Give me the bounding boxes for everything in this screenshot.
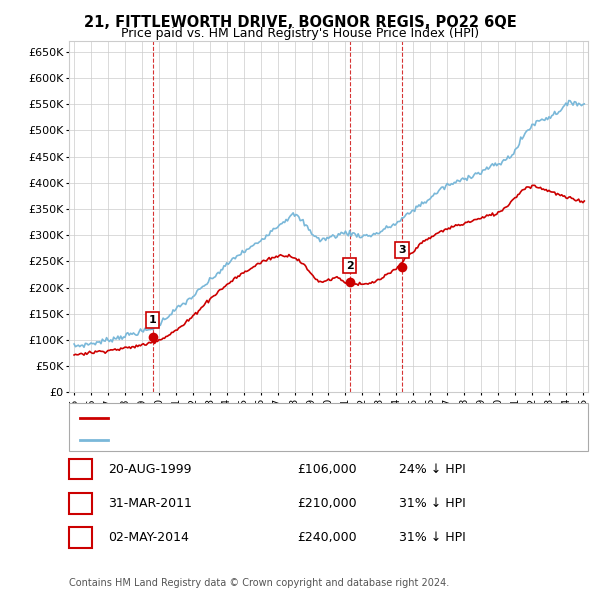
Text: 24% ↓ HPI: 24% ↓ HPI bbox=[399, 463, 466, 476]
Text: 1: 1 bbox=[149, 315, 157, 325]
Text: £106,000: £106,000 bbox=[297, 463, 356, 476]
Text: 21, FITTLEWORTH DRIVE, BOGNOR REGIS, PO22 6QE (detached house): 21, FITTLEWORTH DRIVE, BOGNOR REGIS, PO2… bbox=[117, 413, 512, 422]
Text: 2: 2 bbox=[76, 497, 85, 510]
Text: HPI: Average price, detached house, Arun: HPI: Average price, detached house, Arun bbox=[117, 435, 350, 444]
Text: 20-AUG-1999: 20-AUG-1999 bbox=[108, 463, 191, 476]
Text: 3: 3 bbox=[76, 531, 85, 544]
Text: 3: 3 bbox=[398, 245, 406, 255]
Text: Price paid vs. HM Land Registry's House Price Index (HPI): Price paid vs. HM Land Registry's House … bbox=[121, 27, 479, 40]
Text: 31-MAR-2011: 31-MAR-2011 bbox=[108, 497, 192, 510]
Text: 31% ↓ HPI: 31% ↓ HPI bbox=[399, 497, 466, 510]
Text: 21, FITTLEWORTH DRIVE, BOGNOR REGIS, PO22 6QE: 21, FITTLEWORTH DRIVE, BOGNOR REGIS, PO2… bbox=[83, 15, 517, 30]
Text: 31% ↓ HPI: 31% ↓ HPI bbox=[399, 531, 466, 544]
Text: £240,000: £240,000 bbox=[297, 531, 356, 544]
Text: 2: 2 bbox=[346, 261, 353, 271]
Text: 1: 1 bbox=[76, 463, 85, 476]
Text: £210,000: £210,000 bbox=[297, 497, 356, 510]
Text: Contains HM Land Registry data © Crown copyright and database right 2024.: Contains HM Land Registry data © Crown c… bbox=[69, 578, 449, 588]
Text: 02-MAY-2014: 02-MAY-2014 bbox=[108, 531, 189, 544]
